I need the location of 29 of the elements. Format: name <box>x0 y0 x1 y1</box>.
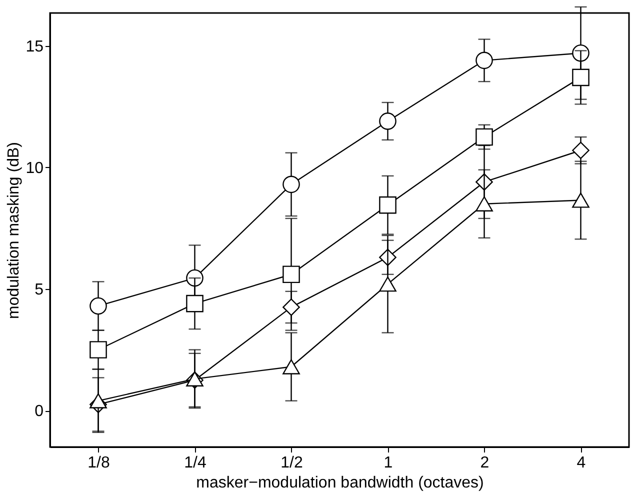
point <box>282 298 300 316</box>
point <box>379 112 396 130</box>
point <box>572 142 590 160</box>
point <box>90 341 107 358</box>
x-tick-label: 4 <box>576 454 586 472</box>
point <box>572 68 590 86</box>
x-tick-label: 1 <box>384 454 393 472</box>
y-tick-label: 15 <box>26 38 44 56</box>
point <box>282 266 300 284</box>
y-tick-label: 0 <box>34 403 44 420</box>
point <box>572 192 590 208</box>
point <box>379 196 396 214</box>
x-tick-label: 1/2 <box>280 454 303 472</box>
point <box>379 276 396 292</box>
point <box>476 52 493 70</box>
point <box>282 359 300 374</box>
point <box>186 294 204 312</box>
point <box>90 393 107 408</box>
x-tick-label: 2 <box>480 454 490 472</box>
y-tick-label: 10 <box>26 160 44 177</box>
x-tick-label: 1/4 <box>184 454 206 472</box>
point <box>476 196 493 212</box>
y-axis-title: modulation masking (dB) <box>6 142 23 319</box>
point <box>282 176 300 194</box>
point <box>90 297 107 315</box>
y-tick-label: 5 <box>34 281 44 298</box>
x-axis-title: masker−modulation bandwidth (octaves) <box>196 474 484 492</box>
point <box>476 128 493 146</box>
x-tick-label: 1/8 <box>88 454 110 472</box>
